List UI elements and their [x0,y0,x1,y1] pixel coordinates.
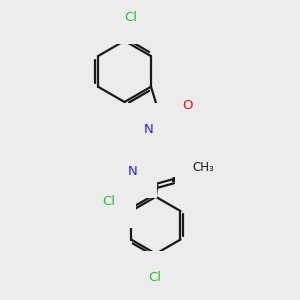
Text: H: H [132,123,141,136]
Text: N: N [128,165,138,178]
Text: N: N [144,123,154,136]
Text: CH₃: CH₃ [193,161,214,174]
Text: S: S [180,144,189,158]
Text: Cl: Cl [124,11,137,24]
Text: Cl: Cl [103,195,116,208]
Text: Cl: Cl [149,271,162,284]
Text: O: O [182,99,193,112]
